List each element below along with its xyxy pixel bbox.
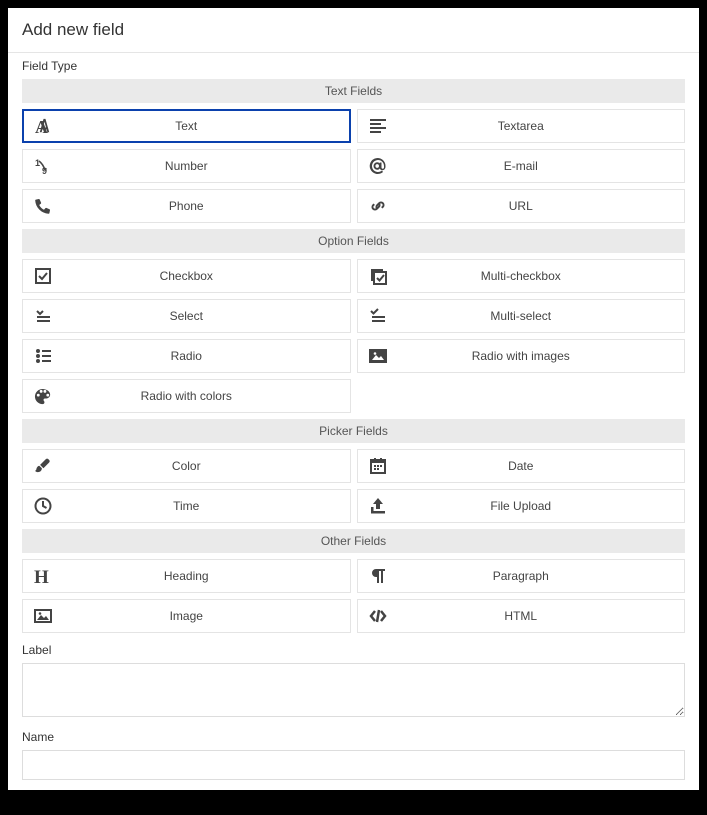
name-block: Name (22, 730, 685, 780)
field-option-label: File Upload (398, 499, 685, 513)
group-header: Picker Fields (22, 419, 685, 443)
clock-icon (23, 497, 63, 515)
select-icon (23, 307, 63, 325)
field-option-label: Radio with images (398, 349, 685, 363)
field-option-url[interactable]: URL (357, 189, 686, 223)
field-option-label: Textarea (398, 119, 685, 133)
multi-check-icon (358, 267, 398, 285)
upload-icon (358, 497, 398, 515)
panel-title: Add new field (8, 8, 699, 53)
field-option-select[interactable]: Select (22, 299, 351, 333)
image-radio-icon (358, 347, 398, 365)
phone-icon (23, 197, 63, 215)
field-option-radio-with-images[interactable]: Radio with images (357, 339, 686, 373)
name-input[interactable] (22, 750, 685, 780)
field-option-label: Multi-select (398, 309, 685, 323)
name-field-label: Name (22, 730, 685, 744)
field-option-label: Date (398, 459, 685, 473)
palette-icon (23, 387, 63, 405)
number-icon (23, 157, 63, 175)
field-type-label: Field Type (22, 59, 685, 73)
field-option-textarea[interactable]: Textarea (357, 109, 686, 143)
field-type-section: Field Type Text Fields Text Textarea Number… (8, 53, 699, 790)
field-option-label: Image (63, 609, 350, 623)
paragraph-icon (358, 567, 398, 585)
group-header: Text Fields (22, 79, 685, 103)
field-option-color[interactable]: Color (22, 449, 351, 483)
calendar-icon (358, 457, 398, 475)
field-options-grid: Text Textarea Number E-mail Phone URL (22, 109, 685, 223)
image-icon (23, 607, 63, 625)
field-option-label: URL (398, 199, 685, 213)
field-option-time[interactable]: Time (22, 489, 351, 523)
field-option-label: Color (63, 459, 350, 473)
field-option-label: Select (63, 309, 350, 323)
brush-icon (23, 457, 63, 475)
field-option-label: Checkbox (63, 269, 350, 283)
field-option-label: Radio with colors (63, 389, 350, 403)
field-option-label: Text (64, 119, 349, 133)
field-option-label: Multi-checkbox (398, 269, 685, 283)
field-option-html[interactable]: HTML (357, 599, 686, 633)
field-option-image[interactable]: Image (22, 599, 351, 633)
group-header: Other Fields (22, 529, 685, 553)
field-option-multi-checkbox[interactable]: Multi-checkbox (357, 259, 686, 293)
field-options-grid: Heading Paragraph Image HTML (22, 559, 685, 633)
field-option-radio[interactable]: Radio (22, 339, 351, 373)
field-option-label: E-mail (398, 159, 685, 173)
field-option-phone[interactable]: Phone (22, 189, 351, 223)
group-header: Option Fields (22, 229, 685, 253)
field-option-number[interactable]: Number (22, 149, 351, 183)
field-option-label: HTML (398, 609, 685, 623)
field-option-multi-select[interactable]: Multi-select (357, 299, 686, 333)
field-option-label: Number (63, 159, 350, 173)
link-icon (358, 197, 398, 215)
radio-list-icon (23, 347, 63, 365)
field-option-checkbox[interactable]: Checkbox (22, 259, 351, 293)
field-options-grid: Checkbox Multi-checkbox Select Multi-select… (22, 259, 685, 413)
field-option-file-upload[interactable]: File Upload (357, 489, 686, 523)
field-options-grid: Color Date Time File Upload (22, 449, 685, 523)
font-icon (24, 117, 64, 135)
code-icon (358, 607, 398, 625)
field-option-e-mail[interactable]: E-mail (357, 149, 686, 183)
field-option-radio-with-colors[interactable]: Radio with colors (22, 379, 351, 413)
field-option-label: Phone (63, 199, 350, 213)
field-option-paragraph[interactable]: Paragraph (357, 559, 686, 593)
field-option-text[interactable]: Text (22, 109, 351, 143)
field-option-label: Paragraph (398, 569, 685, 583)
add-field-panel: Add new field Field Type Text Fields Text… (8, 8, 699, 790)
heading-icon (23, 567, 63, 585)
label-field-label: Label (22, 643, 685, 657)
label-input[interactable] (22, 663, 685, 717)
field-option-heading[interactable]: Heading (22, 559, 351, 593)
align-left-icon (358, 117, 398, 135)
at-icon (358, 157, 398, 175)
field-option-label: Time (63, 499, 350, 513)
label-block: Label (22, 643, 685, 720)
field-option-label: Radio (63, 349, 350, 363)
field-option-date[interactable]: Date (357, 449, 686, 483)
field-option-label: Heading (63, 569, 350, 583)
multi-select-icon (358, 307, 398, 325)
check-square-icon (23, 267, 63, 285)
